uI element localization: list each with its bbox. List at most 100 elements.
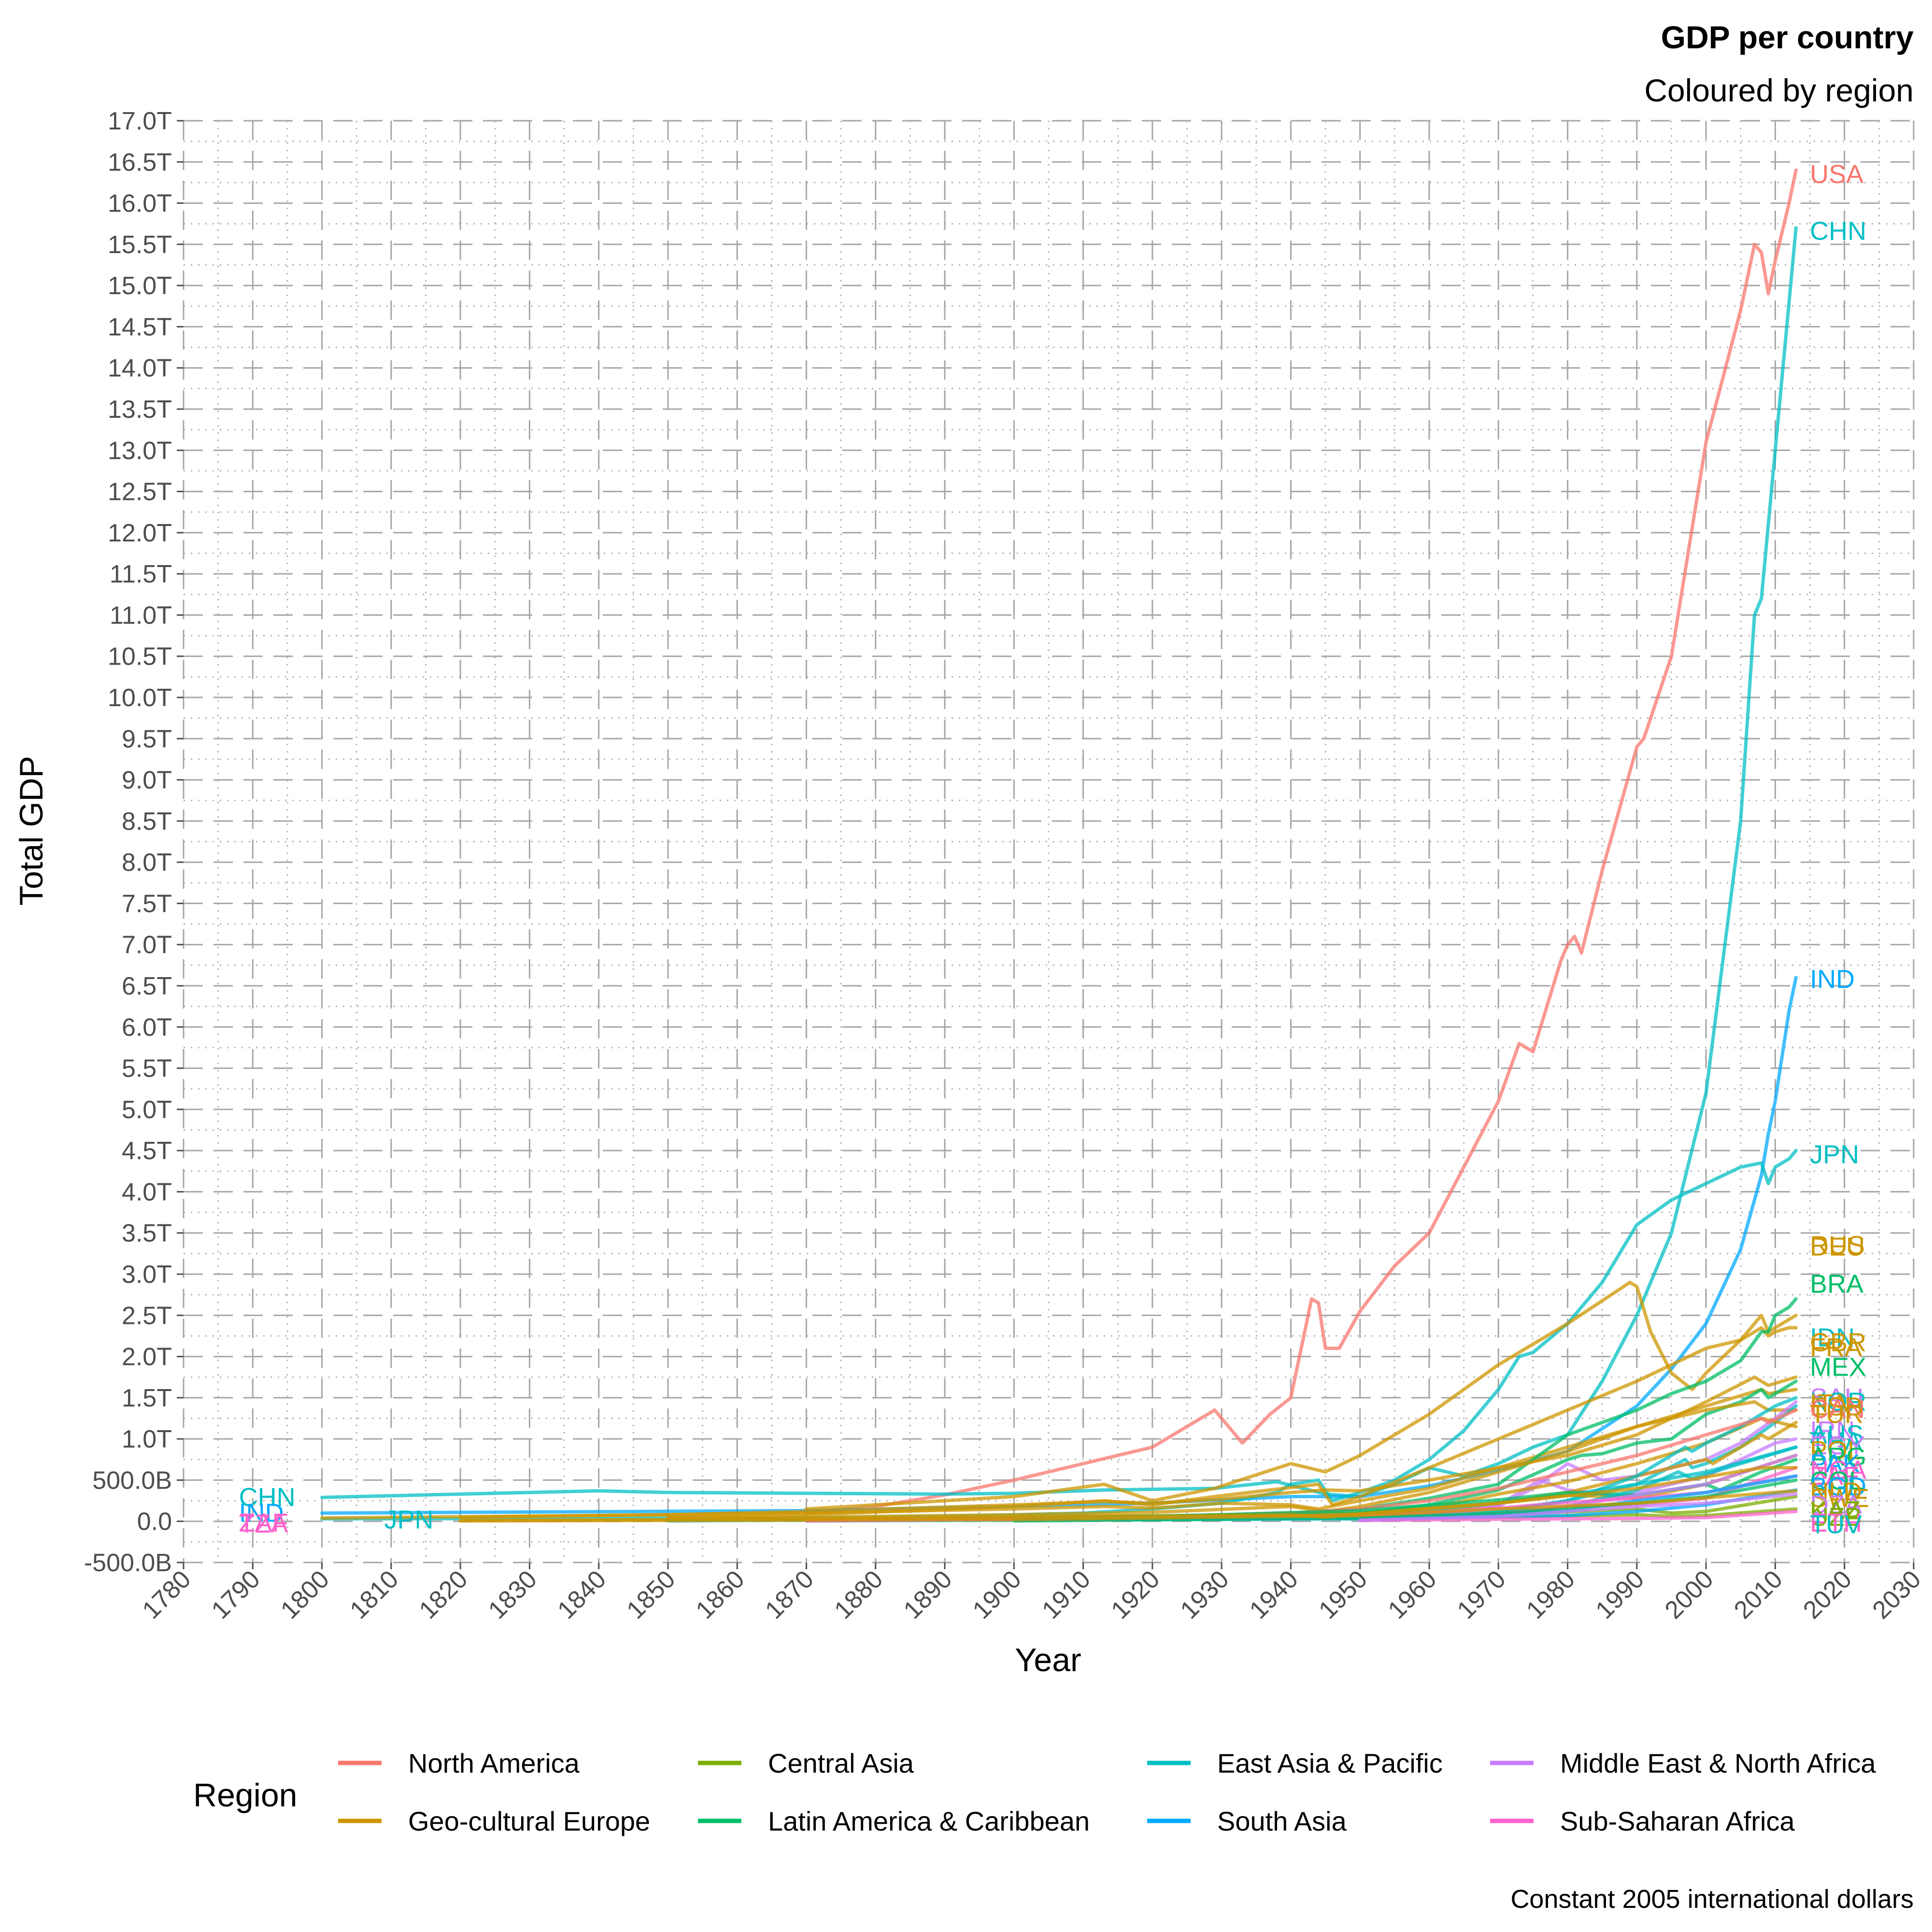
legend: Region North America Geo-cultural Europe C… — [193, 1748, 1876, 1836]
country-label-idn: IDN — [1810, 1323, 1855, 1352]
country-label-tur: TUR — [1810, 1400, 1863, 1429]
country-label-bgd: BGD — [1810, 1472, 1866, 1501]
x-tick-label: 1800 — [275, 1565, 335, 1624]
y-tick-label: 9.0T — [122, 767, 172, 795]
y-tick-label: 3.5T — [122, 1220, 172, 1248]
y-tick-label: 4.5T — [122, 1137, 172, 1165]
x-tick-label: 1970 — [1452, 1565, 1511, 1624]
x-tick-label: 1900 — [967, 1565, 1027, 1624]
country-label-eth: ETH — [1810, 1508, 1862, 1537]
y-tick-label: 1.0T — [122, 1425, 172, 1453]
chart-title: GDP per country — [1661, 19, 1914, 55]
country-label-arg: ARG — [1810, 1443, 1866, 1472]
series-line-ita — [666, 1400, 1798, 1520]
country-label-zaf: ZAF — [1810, 1462, 1859, 1491]
series-line-usa — [805, 168, 1798, 1515]
country-label-pak: PAK — [1810, 1449, 1860, 1478]
x-tick-label: 2010 — [1729, 1565, 1788, 1624]
x-axis-title: Year — [1015, 1642, 1081, 1678]
country-label-dza: DZA — [1810, 1491, 1862, 1520]
y-tick-label: 10.5T — [108, 643, 172, 671]
country-label-start-jpn: JPN — [384, 1505, 434, 1534]
x-tick-label: 2030 — [1867, 1565, 1927, 1624]
country-label-irn: IRN — [1810, 1416, 1855, 1445]
x-tick-label: 1790 — [206, 1565, 266, 1624]
country-label-chn: CHN — [1810, 217, 1866, 246]
y-tick-label: 11.5T — [110, 560, 172, 588]
series-line-col — [1012, 1478, 1798, 1523]
country-label-deu: DEU — [1810, 1233, 1865, 1262]
x-tick-label: 1920 — [1106, 1565, 1165, 1624]
y-tick-label: 17.0T — [108, 107, 172, 135]
legend-label: South Asia — [1217, 1806, 1347, 1836]
series-layer — [320, 168, 1798, 1523]
legend-label: East Asia & Pacific — [1217, 1748, 1443, 1778]
country-label-bra: BRA — [1810, 1269, 1863, 1298]
series-line-swe — [458, 1489, 1798, 1523]
country-label-sau: SAU — [1810, 1383, 1863, 1412]
y-tick-label: 500.0B — [92, 1466, 172, 1494]
y-tick-label: 13.5T — [108, 396, 172, 424]
legend-label: Sub-Saharan Africa — [1560, 1806, 1795, 1836]
y-tick-label: 9.5T — [122, 725, 172, 753]
x-tick-label: 1840 — [552, 1565, 611, 1624]
y-tick-label: 2.0T — [122, 1343, 172, 1371]
y-tick-label: 8.5T — [122, 808, 172, 836]
y-tick-label: 10.0T — [108, 684, 172, 712]
chart-subtitle: Coloured by region — [1644, 72, 1914, 108]
country-label-ind: IND — [1810, 965, 1855, 994]
country-label-start-chn: CHN — [239, 1483, 296, 1512]
country-label-uzb: UZB — [1810, 1503, 1862, 1532]
country-label-swe: SWE — [1810, 1484, 1869, 1513]
y-tick-label: 6.5T — [122, 972, 172, 1000]
x-tick-label: 1860 — [691, 1565, 750, 1624]
x-tick-label: 1930 — [1175, 1565, 1235, 1624]
y-axis: -500.0B 0.0 500.0B 1.0T 1.5T 2.0T 2.5T 3.0T 3.5T… — [84, 107, 184, 1577]
country-label-fra: FRA — [1810, 1333, 1862, 1362]
x-tick-label: 1810 — [345, 1565, 404, 1624]
country-label-esp: ESP — [1810, 1392, 1862, 1421]
country-label-jpn: JPN — [1810, 1140, 1859, 1169]
country-label-start-zaf: ZAF — [239, 1508, 288, 1537]
country-label-col: COL — [1810, 1466, 1863, 1495]
country-label-kor: KOR — [1810, 1387, 1866, 1416]
y-tick-label: 13.0T — [108, 437, 172, 465]
x-tick-label: 1990 — [1591, 1565, 1650, 1624]
x-tick-label: 1850 — [622, 1565, 681, 1624]
x-tick-label: 1950 — [1313, 1565, 1373, 1624]
country-label-egy: EGY — [1810, 1431, 1865, 1460]
country-label-gbr: GBR — [1810, 1328, 1866, 1357]
legend-title: Region — [193, 1777, 298, 1814]
x-tick-label: 1890 — [898, 1565, 958, 1624]
country-label-start-tza: TZA — [239, 1509, 288, 1538]
y-tick-label: 15.5T — [108, 231, 172, 259]
series-line-eth — [1358, 1509, 1798, 1522]
country-label-ita: ITA — [1810, 1389, 1848, 1418]
country-label-nld: NLD — [1810, 1477, 1862, 1506]
x-tick-label: 1960 — [1383, 1565, 1442, 1624]
country-label-usa: USA — [1810, 160, 1863, 189]
legend-label: Geo-cultural Europe — [408, 1806, 650, 1836]
y-tick-label: 7.5T — [122, 890, 172, 918]
y-tick-label: 6.0T — [122, 1013, 172, 1041]
y-tick-label: 15.0T — [108, 272, 172, 300]
y-tick-label: 7.0T — [122, 931, 172, 959]
legend-label: North America — [408, 1748, 580, 1778]
x-tick-label: 1820 — [414, 1565, 473, 1624]
legend-label: Latin America & Caribbean — [768, 1806, 1090, 1836]
x-axis: 1780 1790 1800 1810 1820 1830 1840 1850 1860 1870… — [137, 1563, 1927, 1624]
country-label-mex: MEX — [1810, 1353, 1866, 1382]
country-label-rus: RUS — [1810, 1231, 1865, 1260]
y-tick-label: 14.5T — [108, 313, 172, 341]
y-tick-label: 8.0T — [122, 849, 172, 877]
y-tick-label: 12.0T — [108, 519, 172, 547]
series-line-jpn — [320, 1149, 1798, 1521]
x-tick-label: 1980 — [1521, 1565, 1580, 1624]
series-line-dza — [1358, 1492, 1798, 1522]
x-tick-label: 1870 — [760, 1565, 819, 1624]
series-line-fra — [458, 1388, 1798, 1519]
country-label-pol: POL — [1810, 1436, 1862, 1465]
x-tick-label: 1910 — [1037, 1565, 1096, 1624]
